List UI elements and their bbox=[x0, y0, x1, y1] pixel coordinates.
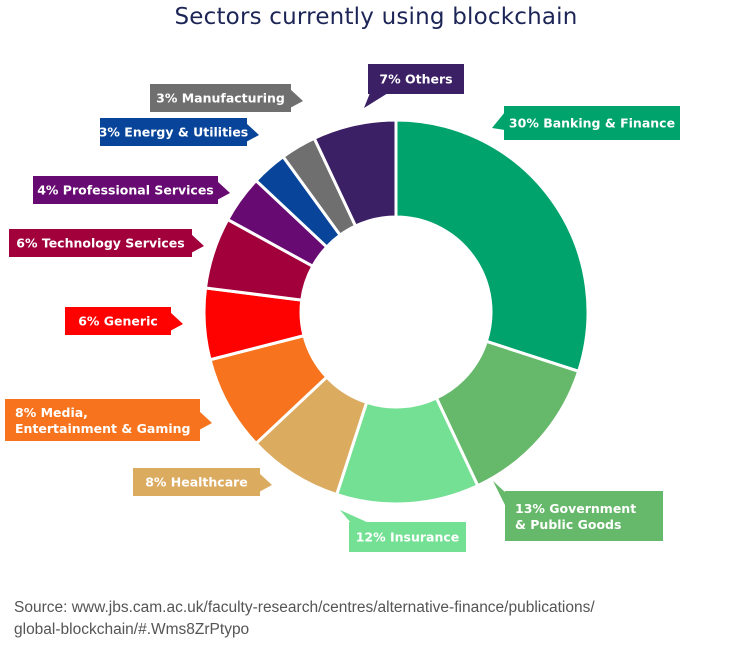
source-line-2: global-blockchain/#.Wms8ZrPtypo bbox=[14, 621, 250, 638]
slice-1 bbox=[394, 118, 590, 373]
label-callout-2: 13% Government & Public Goods bbox=[493, 481, 663, 541]
slice-label: 7% Others bbox=[379, 72, 452, 87]
slice-11 bbox=[312, 118, 398, 228]
label-callout-3: 12% Insurance bbox=[340, 510, 466, 552]
slice-label: 6% Technology Services bbox=[16, 236, 184, 251]
source-line-1: Source: www.jbs.cam.ac.uk/faculty-resear… bbox=[14, 599, 595, 616]
slice-label: 3% Manufacturing bbox=[156, 91, 285, 106]
donut-chart: 30% Banking & Finance 13% Government & Pub… bbox=[5, 64, 680, 552]
slice-label: 8% Healthcare bbox=[145, 475, 248, 490]
chart-title: Sectors currently using blockchain bbox=[174, 4, 578, 30]
slice-label: 13% Government & Public Goods bbox=[515, 501, 636, 532]
slice-label: 6% Generic bbox=[78, 314, 158, 329]
label-callout-11: 7% Others bbox=[364, 64, 464, 108]
label-callout-8: 4% Professional Services bbox=[33, 176, 230, 204]
slice-label: 12% Insurance bbox=[356, 530, 460, 545]
label-callout-6: 6% Generic bbox=[65, 307, 183, 335]
label-callout-1: 30% Banking & Finance bbox=[492, 106, 680, 140]
label-callout-7: 6% Technology Services bbox=[9, 229, 204, 257]
label-callout-10: 3% Manufacturing bbox=[150, 84, 303, 112]
slice-label: 30% Banking & Finance bbox=[509, 116, 675, 131]
slice-label: 8% Media, Entertainment & Gaming bbox=[15, 405, 190, 436]
source-note: Source: www.jbs.cam.ac.uk/faculty-resear… bbox=[14, 597, 714, 641]
label-callout-5: 8% Media, Entertainment & Gaming bbox=[5, 399, 212, 441]
label-callout-9: 3% Energy & Utilities bbox=[99, 118, 259, 146]
slice-label: 3% Energy & Utilities bbox=[99, 125, 249, 140]
slice-label: 4% Professional Services bbox=[37, 183, 214, 198]
label-callout-4: 8% Healthcare bbox=[133, 468, 272, 496]
